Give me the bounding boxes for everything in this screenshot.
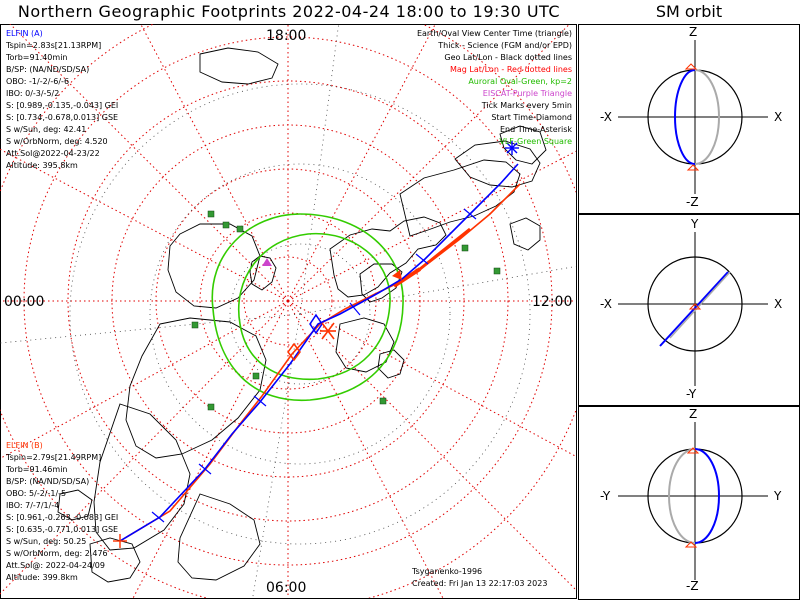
elfin-b-line: IBO: 7/-7/1/-4 — [6, 501, 59, 510]
elfin-a-track — [119, 163, 519, 542]
orbit-a-path — [674, 69, 696, 165]
axis-label-left: -X — [600, 297, 612, 311]
elfin-a-line: S: [0.734,-0.678,0.013] GSE — [6, 113, 118, 122]
orbit-panel-xz: Z -Z -X X — [578, 24, 800, 214]
legend-item: Auroral Oval-Green, kp=2 — [468, 77, 572, 86]
elfin-b-line: OBO: 5/-2/-1/-5 — [6, 489, 66, 498]
axis-label-top: Z — [689, 407, 697, 421]
orbit-marker — [688, 303, 702, 310]
axis-label-bottom: -Y — [686, 387, 697, 401]
eiscat-triangle — [262, 258, 272, 266]
polar-map: 18:00 00:00 12:00 06:00 ELFIN (A) Tspin=… — [0, 24, 577, 599]
axis-label-bottom: -Z — [686, 579, 699, 593]
legend-item: Thick - Science (FGM and/or EPD) — [437, 41, 572, 50]
orbit-panel-xy: Y -Y -X X — [578, 214, 800, 406]
axis-label-bottom: -Z — [686, 195, 699, 209]
geo-lat-grid — [0, 24, 576, 598]
elfin-b-line: S: [0.635,-0.771,0.013] GSE — [6, 525, 118, 534]
elfin-b-name: ELFIN (B) — [6, 441, 43, 450]
elfin-b-line: B/SP: (NA/ND/SD/SA) — [6, 477, 89, 486]
elfin-a-line: Att.Sol@2022-04-23/22 — [6, 149, 100, 158]
axis-label-left: -Y — [600, 489, 611, 503]
main-title: Northern Geographic Footprints 2022-04-2… — [17, 2, 561, 21]
elfin-b-line: S w/Sun, deg: 50.25 — [6, 537, 86, 546]
orbit-back-path — [669, 271, 731, 339]
hour-label-bottom: 06:00 — [266, 580, 306, 596]
elfin-a-line: S w/OrbNorm, deg: 4.520 — [6, 137, 108, 146]
elfin-a-line: B/SP: (NA/ND/SD/SA) — [6, 65, 89, 74]
elfin-b-line: Altitude: 399.8km — [6, 573, 78, 582]
legend-item: Earth/Oval View Center Time (triangle) — [417, 29, 572, 38]
orbit-marker — [686, 447, 700, 454]
axis-label-right: Y — [773, 489, 782, 503]
hour-label-right: 12:00 — [532, 294, 572, 310]
legend-item: VLF-Green Square — [499, 137, 572, 146]
view-center-asterisk — [320, 322, 336, 340]
legend-item: End Time-Asterisk — [500, 125, 572, 134]
orbit-back-path — [694, 69, 720, 165]
elfin-a-line: IBO: 0/-3/-5/2 — [6, 89, 59, 98]
legend: Earth/Oval View Center Time (triangle) T… — [417, 29, 572, 146]
orbit-panel-yz: Z -Z -Y Y — [578, 406, 800, 600]
mag-lon-grid — [0, 24, 576, 598]
axis-label-right: X — [774, 297, 782, 311]
elfin-a-line: Altitude: 395.8km — [6, 161, 78, 170]
elfin-b-end-asterisk — [113, 534, 127, 548]
earth-circle — [647, 256, 743, 352]
legend-item: EISCAT-Purple Triangle — [483, 89, 572, 98]
auroral-oval — [211, 213, 404, 402]
elfin-b-info: ELFIN (B) Tspin=2.79s[21.49RPM] Torb=91.… — [5, 441, 118, 582]
elfin-a-line: OBO: -1/-2/-6/-6 — [6, 77, 69, 86]
hour-label-left: 00:00 — [4, 294, 44, 310]
elfin-b-line: Tspin=2.79s[21.49RPM] — [5, 453, 101, 462]
orbit-frame — [578, 406, 800, 600]
elfin-a-name: ELFIN (A) — [6, 29, 43, 38]
created-label: Created: Fri Jan 13 22:17:03 2023 — [412, 579, 547, 588]
legend-item: Start Time-Diamond — [491, 113, 572, 122]
view-center-triangle — [392, 270, 402, 280]
elfin-a-line: Torb=91.40min — [5, 53, 67, 62]
credit-label: Tsyganenko-1996 — [411, 567, 482, 576]
vlf-stations — [191, 210, 501, 411]
elfin-b-line: Att.Sol@: 2022-04-24/09 — [6, 561, 105, 570]
orbit-marker — [686, 164, 700, 171]
elfin-a-end-asterisk — [505, 141, 519, 155]
legend-item: Tick Marks every 5min — [481, 101, 572, 110]
elfin-a-start-diamond — [309, 313, 323, 335]
legend-item: Mag Lat/Lon - Red dotted lines — [450, 65, 572, 74]
elfin-a-line: S: [0.989,-0.135,-0.043] GEI — [6, 101, 118, 110]
coastlines — [57, 47, 547, 583]
elfin-b-track — [119, 183, 521, 542]
orbit-marker — [684, 63, 698, 70]
elfin-b-line: S: [0.961,-0.263,-0.083] GEI — [6, 513, 118, 522]
orbit-title: SM orbit — [655, 2, 723, 21]
axis-label-right: X — [774, 110, 782, 124]
axis-label-top: Z — [689, 25, 697, 39]
orbit-back-path — [668, 448, 696, 544]
elfin-b-line: S w/OrbNorm, deg: 2.476 — [6, 549, 108, 558]
elfin-b-line: Torb=91.46min — [5, 465, 67, 474]
hour-label-top: 18:00 — [266, 28, 306, 44]
legend-item: Geo Lat/Lon - Black dotted lines — [444, 53, 572, 62]
elfin-a-ticks — [151, 208, 477, 523]
map-frame — [0, 24, 577, 599]
elfin-a-line: Tspin=2.83s[21.13RPM] — [5, 41, 101, 50]
orbit-a-path — [694, 448, 720, 544]
elfin-a-line: S w/Sun, deg: 42.41 — [6, 125, 86, 134]
axis-label-top: Y — [690, 217, 699, 231]
axis-label-left: -X — [600, 110, 612, 124]
elfin-b-start-diamond — [287, 342, 301, 362]
orbit-marker — [684, 541, 698, 548]
elfin-a-info: ELFIN (A) Tspin=2.83s[21.13RPM] Torb=91.… — [5, 29, 118, 170]
